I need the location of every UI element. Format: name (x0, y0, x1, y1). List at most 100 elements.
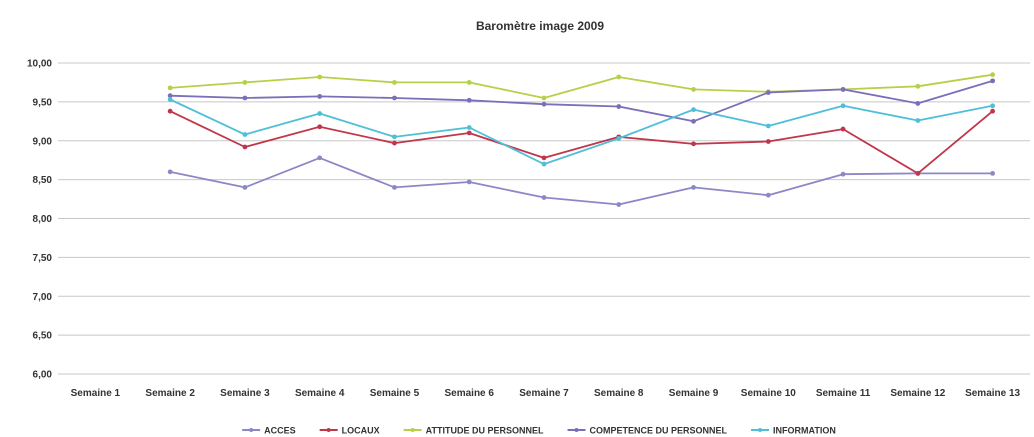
data-point (466, 179, 472, 185)
data-point (840, 87, 846, 92)
data-point (317, 94, 323, 99)
series-line (170, 156, 993, 206)
x-tick-label: Semaine 12 (890, 388, 945, 399)
x-tick-label: Semaine 11 (816, 388, 871, 399)
data-point (242, 80, 248, 85)
data-point (915, 83, 921, 89)
y-tick-label: 7,50 (33, 253, 53, 264)
data-point (466, 130, 472, 136)
legend-item: INFORMATION (751, 426, 836, 436)
data-point (317, 74, 323, 80)
data-point (840, 103, 846, 109)
data-point (616, 202, 622, 207)
data-point (765, 192, 771, 198)
y-tick-label: 9,50 (33, 97, 53, 108)
legend-item: ACCES (242, 426, 296, 436)
series-line (169, 98, 993, 166)
data-point (392, 80, 397, 85)
legend-marker (410, 428, 415, 432)
legend-label: COMPETENCE DU PERSONNEL (590, 426, 728, 436)
data-point (691, 185, 696, 190)
data-point (990, 108, 996, 114)
data-point (392, 185, 397, 190)
data-point (691, 141, 696, 147)
legend-item: LOCAUX (319, 426, 380, 436)
y-tick-label: 10,00 (27, 59, 52, 70)
data-point (392, 134, 397, 140)
data-point (840, 171, 846, 177)
y-tick-label: 6,00 (33, 370, 53, 381)
x-tick-label: Semaine 1 (71, 388, 121, 399)
y-axis: 6,00 6,50 7,00 7,50 8,00 8,50 9,00 9,50 10,00 (27, 59, 52, 381)
y-tick-label: 7,00 (33, 292, 53, 303)
x-tick-label: Semaine 9 (669, 388, 719, 399)
series-group (167, 72, 996, 207)
x-tick-label: Semaine 5 (370, 388, 420, 399)
data-point (317, 124, 323, 130)
series-line (170, 80, 993, 123)
data-point (167, 85, 173, 91)
chart-title: Baromètre image 2009 (476, 19, 604, 33)
data-point (392, 95, 397, 101)
data-point (392, 140, 397, 146)
data-point (691, 118, 696, 124)
x-tick-label: Semaine 2 (145, 388, 195, 399)
legend-marker (574, 428, 579, 432)
data-point (616, 104, 622, 109)
series-line (169, 110, 994, 175)
legend-label: ACCES (264, 426, 296, 436)
y-tick-label: 9,00 (33, 136, 53, 147)
data-point (990, 72, 996, 78)
data-point (466, 125, 472, 130)
data-point (541, 101, 547, 107)
grid (58, 62, 1030, 375)
legend-marker (249, 428, 254, 432)
data-point (317, 155, 323, 161)
data-point (990, 171, 996, 176)
data-point (466, 80, 472, 85)
y-tick-label: 8,50 (33, 175, 53, 186)
data-point (616, 136, 622, 141)
series-line (170, 73, 993, 99)
legend-label: ATTITUDE DU PERSONNEL (426, 426, 544, 436)
data-point (541, 155, 547, 161)
y-tick-label: 8,00 (33, 214, 53, 225)
legend-item: COMPETENCE DU PERSONNEL (567, 426, 728, 436)
legend-label: INFORMATION (773, 426, 836, 436)
data-point (765, 123, 771, 129)
data-point (541, 195, 547, 200)
data-point (167, 169, 173, 175)
data-point (167, 93, 173, 99)
x-tick-label: Semaine 3 (220, 388, 270, 399)
data-point (541, 95, 547, 101)
data-point (541, 161, 547, 167)
x-tick-label: Semaine 8 (594, 388, 644, 399)
data-point (167, 108, 173, 114)
data-point (691, 107, 696, 113)
data-point (616, 74, 622, 80)
legend-marker (758, 428, 763, 432)
y-tick-label: 6,50 (33, 331, 53, 342)
data-point (317, 111, 323, 116)
data-point (990, 103, 996, 109)
data-point (915, 171, 921, 176)
data-point (765, 90, 771, 95)
x-tick-label: Semaine 4 (295, 388, 345, 399)
data-point (840, 126, 846, 132)
legend-item: ATTITUDE DU PERSONNEL (403, 426, 544, 436)
x-tick-label: Semaine 10 (741, 388, 796, 399)
x-axis: Semaine 1 Semaine 2 Semaine 3 Semaine 4 Sema… (71, 388, 1021, 399)
data-point (765, 139, 771, 144)
legend-label: LOCAUX (342, 426, 380, 436)
data-point (915, 118, 921, 123)
data-point (990, 78, 996, 84)
data-point (242, 132, 248, 137)
data-point (242, 144, 248, 150)
data-point (691, 87, 696, 92)
data-point (915, 101, 921, 106)
data-point (242, 185, 248, 190)
x-tick-label: Semaine 6 (444, 388, 494, 399)
legend: ACCES LOCAUX ATTITUDE DU PERSONNEL COMPETEN… (242, 426, 836, 436)
